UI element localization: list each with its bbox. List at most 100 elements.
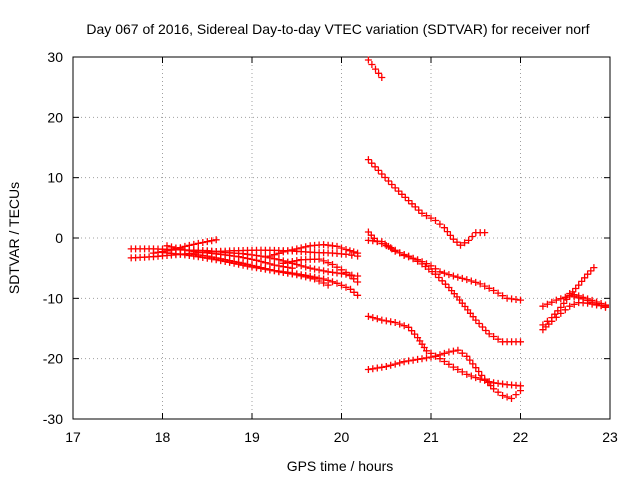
data-point — [275, 256, 283, 264]
data-point — [560, 299, 568, 307]
data-point — [575, 292, 583, 300]
data-point — [354, 272, 362, 280]
data-point — [478, 371, 486, 379]
data-point — [395, 187, 403, 195]
data-point — [176, 245, 184, 253]
data-point — [461, 239, 469, 247]
data-point — [275, 268, 283, 276]
data-point — [445, 271, 453, 279]
data-point — [293, 245, 301, 253]
data-point — [446, 231, 454, 239]
data-point — [453, 238, 461, 246]
data-point — [465, 236, 473, 244]
data-point — [329, 261, 336, 268]
data-point — [372, 65, 379, 73]
data-point — [350, 275, 358, 283]
data-point — [293, 257, 301, 265]
data-point — [150, 249, 157, 257]
data-point — [163, 242, 171, 250]
data-point — [315, 277, 323, 285]
data-point — [293, 271, 301, 279]
data-point — [391, 247, 399, 255]
data-point — [378, 363, 386, 371]
data-point — [548, 298, 556, 306]
data-point — [320, 257, 328, 265]
data-point — [371, 163, 379, 171]
data-point — [347, 285, 354, 293]
data-point — [443, 228, 451, 236]
data-point — [494, 388, 502, 396]
data-point — [584, 295, 592, 303]
data-point — [418, 355, 426, 363]
data-point — [418, 209, 426, 217]
data-point — [235, 253, 243, 261]
data-point — [401, 193, 409, 201]
data-point — [436, 220, 444, 228]
y-tick-label: 30 — [47, 49, 63, 65]
data-point — [543, 300, 551, 308]
data-point — [458, 368, 466, 376]
data-point — [385, 177, 392, 185]
data-point — [466, 356, 474, 364]
data-point — [432, 270, 439, 278]
data-point — [468, 233, 476, 240]
data-point — [315, 266, 323, 274]
data-point — [288, 246, 296, 254]
data-point — [350, 248, 358, 256]
x-tick-label: 20 — [334, 429, 350, 445]
data-point — [342, 283, 350, 291]
data-point — [588, 296, 596, 304]
y-tick-label: 10 — [47, 170, 63, 186]
data-point — [440, 269, 448, 277]
data-point — [275, 262, 283, 270]
series-arc-q — [539, 264, 598, 329]
data-point — [508, 395, 515, 402]
data-point — [373, 364, 381, 372]
data-point — [405, 323, 413, 331]
data-point — [333, 279, 341, 287]
y-tick-label: -20 — [43, 351, 63, 367]
data-point — [284, 258, 292, 266]
y-tick-label: 0 — [55, 230, 63, 246]
x-axis-title: GPS time / hours — [287, 458, 394, 474]
data-point — [279, 259, 287, 267]
data-point — [311, 265, 319, 273]
series-arc-r — [566, 290, 609, 309]
data-point — [454, 273, 462, 281]
series-arc-i — [364, 56, 386, 81]
data-point — [458, 349, 466, 357]
data-point — [375, 69, 383, 77]
data-point — [436, 351, 444, 359]
data-point — [346, 272, 354, 280]
data-point — [194, 239, 202, 247]
data-point — [458, 274, 466, 282]
data-point — [212, 236, 220, 244]
data-point — [499, 392, 507, 399]
data-point — [364, 312, 372, 320]
data-point — [436, 268, 444, 276]
data-point — [369, 314, 377, 322]
y-tick-label: -10 — [43, 290, 63, 306]
data-point — [469, 360, 477, 368]
data-point — [261, 259, 269, 267]
data-point — [427, 214, 435, 222]
data-point — [597, 300, 605, 307]
data-point — [442, 280, 449, 288]
y-tick-label: -30 — [43, 411, 63, 427]
data-point — [472, 316, 480, 324]
data-point — [257, 264, 265, 272]
data-point — [517, 296, 524, 304]
data-point — [297, 272, 305, 280]
data-point — [284, 247, 292, 255]
data-point — [440, 358, 448, 365]
data-point — [270, 251, 278, 259]
data-point — [382, 363, 390, 370]
y-tick-labels: -30 -20 -10 0 10 20 30 — [43, 49, 63, 427]
data-point — [414, 355, 422, 363]
data-point — [244, 260, 251, 268]
data-point — [302, 263, 310, 271]
data-point — [485, 378, 493, 386]
data-point — [378, 170, 386, 178]
data-point — [463, 370, 471, 378]
